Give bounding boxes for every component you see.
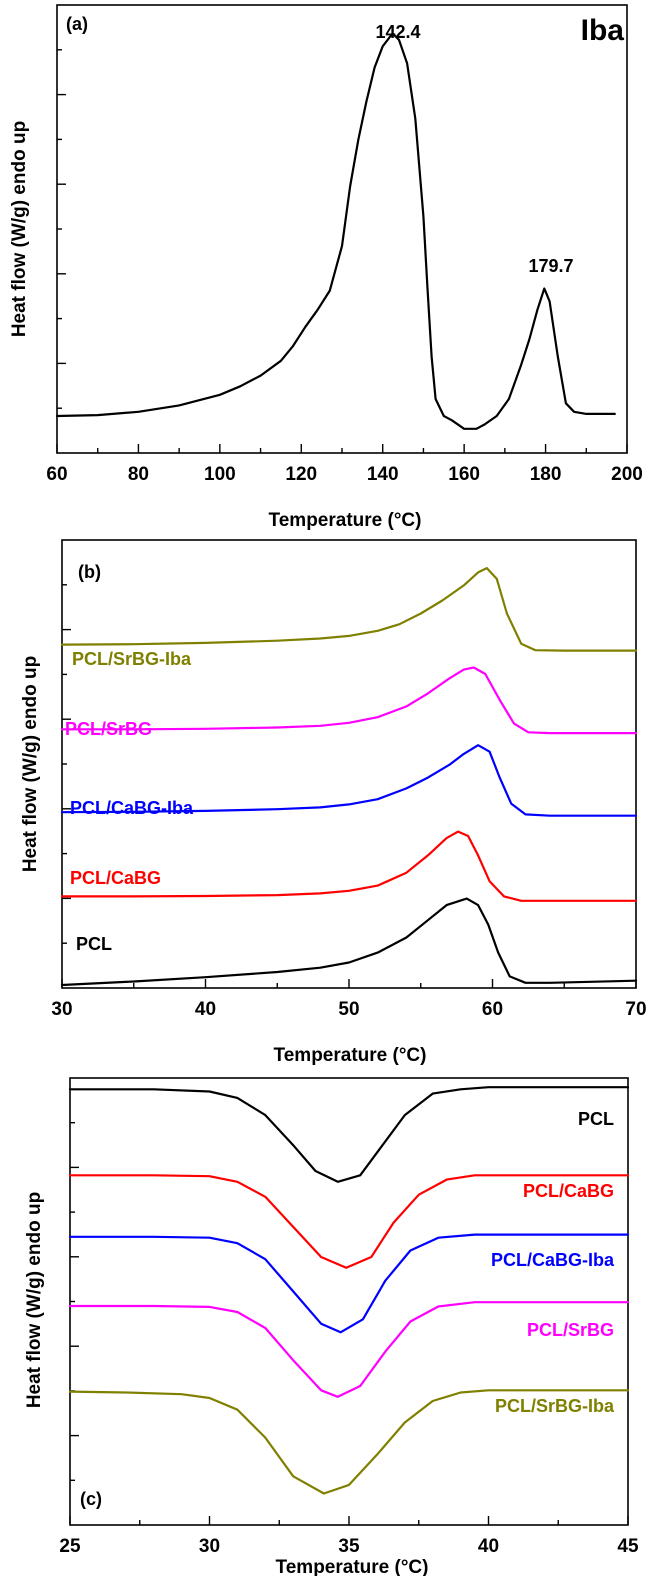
x-tick-label: 180 (530, 464, 562, 485)
x-tick-label: 160 (448, 464, 480, 485)
x-tick-label: 120 (285, 464, 317, 485)
x-tick-label: 35 (338, 1536, 360, 1557)
x-tick-label: 140 (367, 464, 399, 485)
series-line-c-3 (68, 1301, 630, 1398)
x-tick-label: 45 (617, 1536, 639, 1557)
x-tick-label: 60 (46, 464, 67, 485)
series-label-c-pcl: PCL (578, 1109, 614, 1129)
panel-c-curves (68, 1086, 630, 1495)
series-label-c-pcl-cabg: PCL/CaBG (523, 1181, 614, 1201)
panel-a-sample-label: Iba (581, 14, 625, 47)
x-tick-label: 25 (59, 1536, 81, 1557)
panel-c-x-axis-title: Temperature (°C) (276, 1557, 429, 1576)
panel-b-frame (61, 539, 637, 989)
series-label-pcl: PCL (76, 934, 112, 954)
series-line-c-0 (68, 1086, 630, 1183)
x-tick-label: 100 (204, 464, 236, 485)
series-label-pcl-srbg: PCL/SrBG (65, 719, 152, 739)
panel-b-x-axis-title: Temperature (°C) (274, 1045, 427, 1066)
series-line-b-0 (60, 567, 638, 652)
series-label-pcl-srbg-iba: PCL/SrBG-Iba (72, 649, 192, 669)
series-label-c-pcl-srbg: PCL/SrBG (527, 1320, 614, 1340)
series-label-pcl-cabg-iba: PCL/CaBG-Iba (70, 798, 194, 818)
x-tick-label: 50 (338, 999, 359, 1020)
panel-b-curves (60, 567, 638, 987)
x-tick-label: 200 (611, 464, 643, 485)
panel-a-label: (a) (66, 14, 88, 34)
x-tick-label: 30 (51, 999, 72, 1020)
panel-b-label: (b) (78, 562, 101, 582)
series-line-b-4 (60, 897, 638, 987)
x-tick-label: 60 (482, 999, 503, 1020)
panel-b-y-ticks (62, 584, 71, 944)
series-label-c-pcl-cabg-iba: PCL/CaBG-Iba (491, 1250, 615, 1270)
peak-label-179: 179.7 (528, 256, 573, 276)
series-line-c-1 (68, 1174, 630, 1269)
panel-c-label: (c) (80, 1489, 102, 1509)
panel-a-y-axis-title: Heat flow (W/g) endo up (9, 121, 30, 337)
panel-b: 30 40 50 60 70 (b) PCL/SrBG-Iba PCL/SrBG PCL… (20, 539, 647, 1066)
series-label-c-pcl-srbg-iba: PCL/SrBG-Iba (495, 1396, 615, 1416)
panel-a-frame (56, 4, 628, 454)
panel-b-series-labels: PCL/SrBG-Iba PCL/SrBG PCL/CaBG-Iba PCL/C… (65, 649, 194, 954)
panel-a-x-ticks: 60 80 100 120 140 160 180 200 (46, 444, 643, 485)
x-tick-label: 40 (478, 1536, 499, 1557)
panel-a-annotations: 142.4 179.7 (375, 22, 573, 276)
peak-label-142: 142.4 (375, 22, 420, 42)
series-label-pcl-cabg: PCL/CaBG (70, 868, 161, 888)
panel-c-x-ticks: 25 30 35 40 45 (59, 1516, 639, 1557)
series-line-a-0 (55, 32, 616, 430)
x-tick-label: 30 (199, 1536, 220, 1557)
series-line-b-1 (60, 666, 638, 735)
series-line-c-4 (68, 1389, 630, 1495)
x-tick-label: 40 (195, 999, 216, 1020)
series-line-c-2 (68, 1233, 630, 1334)
panel-c-y-axis-title: Heat flow (W/g) endo up (24, 1192, 45, 1408)
x-tick-label: 70 (625, 999, 646, 1020)
panel-b-y-axis-title: Heat flow (W/g) endo up (20, 656, 41, 872)
panel-a-curves (55, 32, 616, 430)
panel-c: 25 30 35 40 45 (c) PCL PCL/CaBG PCL/CaBG-Iba… (24, 1077, 639, 1576)
series-line-b-2 (60, 744, 638, 817)
panel-c-series-labels: PCL PCL/CaBG PCL/CaBG-Iba PCL/SrBG PCL/S… (491, 1109, 615, 1416)
panel-a-x-axis-title: Temperature (°C) (269, 510, 422, 531)
panel-b-x-ticks: 30 40 50 60 70 (51, 979, 647, 1020)
x-tick-label: 80 (128, 464, 149, 485)
panel-a-y-ticks (57, 49, 66, 409)
series-line-b-3 (60, 830, 638, 902)
panel-a: 60 80 100 120 140 160 180 200 (a) Iba 142.4 179… (9, 4, 643, 531)
